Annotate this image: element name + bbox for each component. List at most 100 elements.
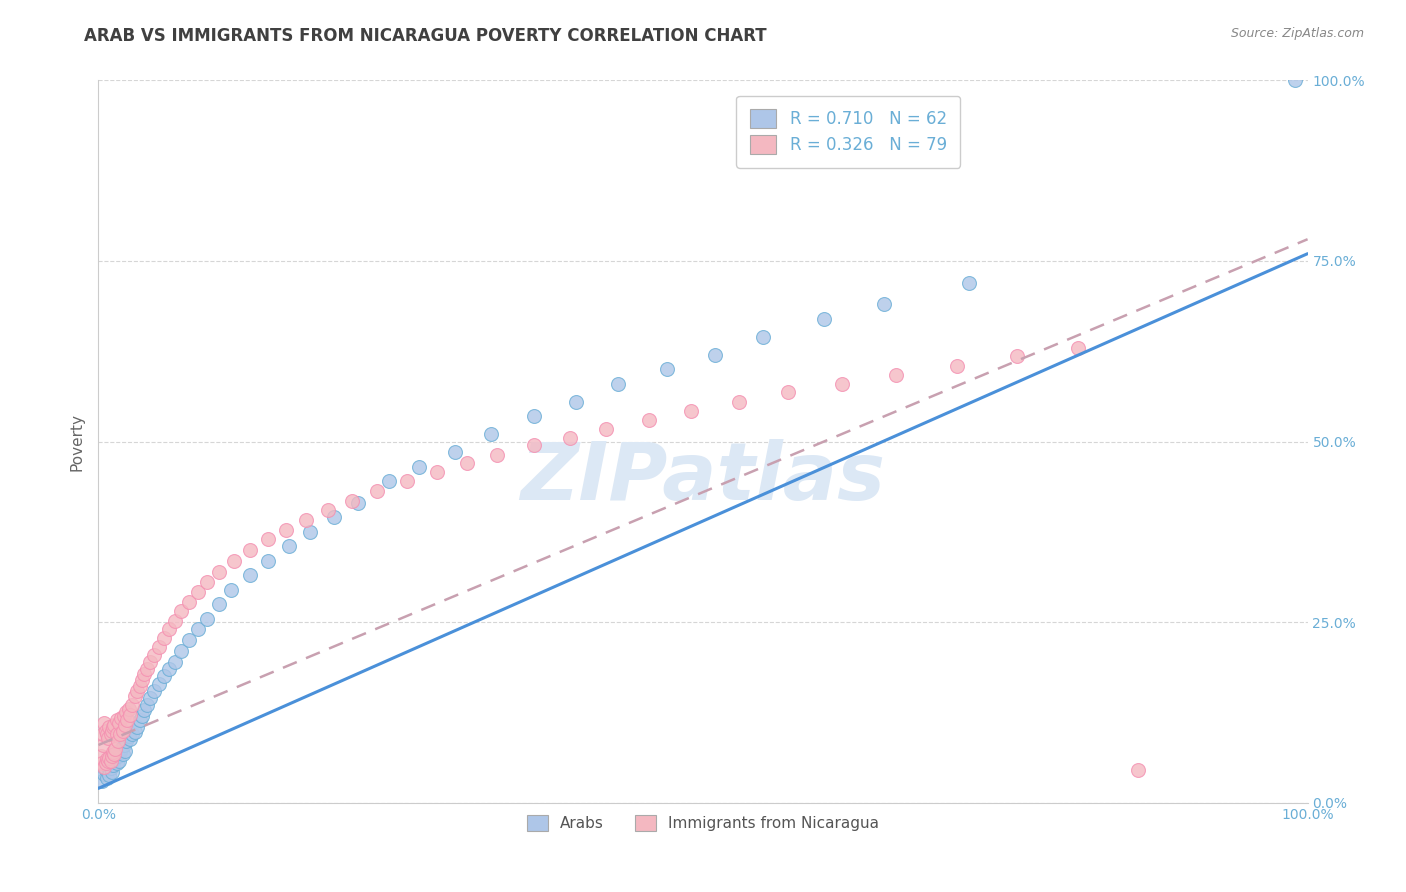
- Point: [728, 394, 751, 409]
- Point: [831, 376, 853, 391]
- Point: [323, 510, 346, 524]
- Point: [752, 330, 775, 344]
- Point: [256, 532, 278, 546]
- Point: [195, 611, 218, 625]
- Point: [100, 761, 122, 775]
- Point: [101, 745, 124, 759]
- Point: [96, 727, 118, 741]
- Point: [91, 738, 114, 752]
- Point: [152, 669, 174, 683]
- Point: [222, 554, 245, 568]
- Point: [408, 459, 430, 474]
- Point: [131, 673, 153, 687]
- Point: [110, 741, 132, 756]
- Point: [195, 575, 218, 590]
- Point: [208, 565, 231, 579]
- Point: [1284, 73, 1306, 87]
- Point: [108, 716, 131, 731]
- Point: [93, 760, 115, 774]
- Point: [100, 754, 122, 768]
- Point: [100, 727, 122, 741]
- Point: [118, 702, 141, 716]
- Point: [94, 764, 117, 778]
- Point: [342, 493, 364, 508]
- Point: [679, 404, 702, 418]
- Point: [139, 655, 162, 669]
- Point: [100, 765, 122, 780]
- Point: [131, 709, 153, 723]
- Point: [523, 438, 546, 452]
- Point: [100, 748, 122, 763]
- Point: [169, 644, 191, 658]
- Point: [481, 427, 503, 442]
- Point: [101, 720, 124, 734]
- Point: [134, 703, 156, 717]
- Point: [274, 523, 297, 537]
- Point: [105, 727, 128, 741]
- Point: [118, 732, 141, 747]
- Point: [134, 667, 156, 681]
- Point: [127, 720, 149, 734]
- Point: [97, 760, 120, 774]
- Point: [426, 465, 449, 479]
- Point: [395, 475, 418, 489]
- Point: [135, 662, 157, 676]
- Point: [299, 524, 322, 539]
- Point: [1128, 764, 1150, 778]
- Point: [98, 720, 121, 734]
- Point: [523, 409, 546, 424]
- Point: [111, 723, 134, 738]
- Point: [96, 771, 118, 785]
- Point: [107, 734, 129, 748]
- Point: [124, 725, 146, 739]
- Point: [377, 475, 399, 489]
- Point: [117, 713, 139, 727]
- Point: [565, 394, 588, 409]
- Point: [256, 554, 278, 568]
- Point: [135, 698, 157, 713]
- Point: [946, 359, 969, 373]
- Point: [886, 368, 908, 382]
- Point: [90, 748, 112, 763]
- Point: [111, 747, 134, 761]
- Point: [873, 297, 896, 311]
- Point: [704, 348, 727, 362]
- Point: [957, 276, 980, 290]
- Point: [637, 413, 659, 427]
- Legend: Arabs, Immigrants from Nicaragua: Arabs, Immigrants from Nicaragua: [519, 807, 887, 838]
- Point: [776, 385, 799, 400]
- Point: [110, 710, 132, 724]
- Point: [486, 448, 509, 462]
- Point: [98, 751, 121, 765]
- Point: [108, 754, 131, 768]
- Point: [108, 727, 131, 741]
- Point: [163, 655, 186, 669]
- Point: [121, 727, 143, 741]
- Point: [179, 595, 201, 609]
- Point: [94, 723, 117, 738]
- Text: ZIPatlas: ZIPatlas: [520, 439, 886, 516]
- Point: [101, 758, 124, 772]
- Point: [655, 362, 678, 376]
- Point: [115, 706, 138, 720]
- Point: [595, 421, 617, 435]
- Point: [114, 718, 136, 732]
- Point: [105, 756, 128, 770]
- Point: [221, 582, 243, 597]
- Point: [112, 709, 135, 723]
- Point: [444, 445, 467, 459]
- Text: ARAB VS IMMIGRANTS FROM NICARAGUA POVERTY CORRELATION CHART: ARAB VS IMMIGRANTS FROM NICARAGUA POVERT…: [84, 27, 768, 45]
- Point: [143, 648, 166, 662]
- Point: [91, 774, 114, 789]
- Point: [157, 623, 180, 637]
- Point: [239, 542, 262, 557]
- Point: [347, 496, 370, 510]
- Point: [157, 662, 180, 676]
- Point: [96, 752, 118, 766]
- Point: [100, 756, 122, 770]
- Point: [152, 631, 174, 645]
- Point: [97, 731, 120, 745]
- Point: [107, 748, 129, 763]
- Point: [187, 584, 209, 599]
- Point: [607, 376, 630, 391]
